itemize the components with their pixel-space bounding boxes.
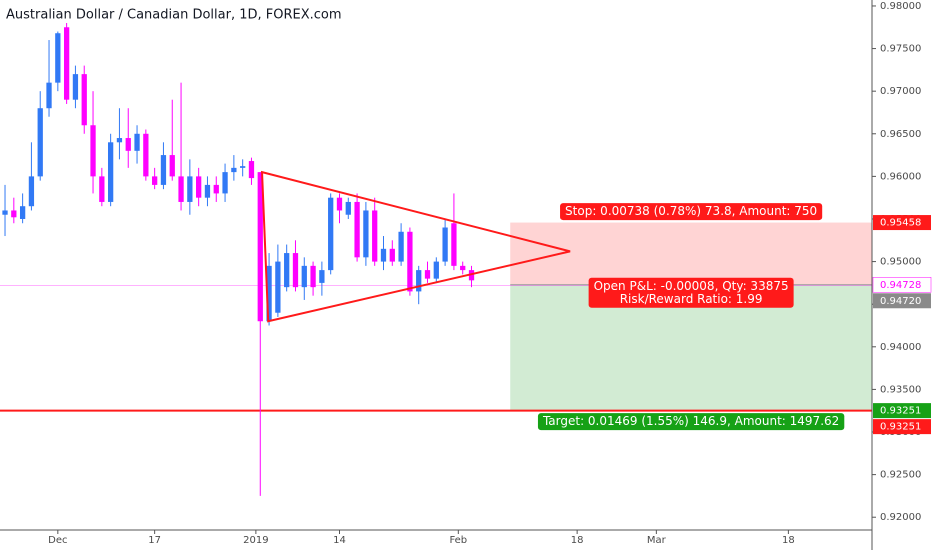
x-tick-label: 17: [148, 535, 161, 546]
candle-body: [187, 176, 193, 202]
candle-body: [196, 176, 202, 198]
triangle-drawing: [260, 170, 571, 323]
y-tick-label: 0.92500: [880, 470, 921, 481]
pnl-label: Open P&L: -0.00008, Qty: 33875Risk/Rewar…: [588, 277, 794, 308]
y-tick-label: 0.95000: [880, 257, 921, 268]
price-badge: [872, 277, 932, 293]
candle-body: [442, 227, 448, 262]
candle-body: [389, 248, 395, 262]
candle-body: [63, 27, 70, 100]
candle-body: [28, 176, 35, 207]
candle-body: [301, 265, 307, 288]
candle-body: [46, 82, 52, 109]
candle-body: [99, 176, 105, 202]
price-badge: [873, 215, 931, 231]
candle-body: [372, 210, 378, 262]
y-tick-label: 0.96000: [880, 171, 921, 182]
candle-body: [257, 172, 263, 322]
candle-body: [345, 201, 351, 215]
candle-body: [380, 248, 387, 262]
pnl-label-text: Open P&L: -0.00008, Qty: 33875: [594, 279, 789, 293]
candle-body: [354, 201, 360, 258]
candle-body: [292, 253, 299, 288]
candle-body: [468, 270, 475, 281]
candle-body: [11, 210, 17, 218]
candle-body: [2, 210, 8, 215]
candle-body: [231, 167, 237, 173]
candle-body: [424, 270, 431, 279]
stop-label-box: [560, 203, 823, 221]
candle-body: [222, 172, 228, 194]
candle-body: [398, 231, 404, 262]
x-tick-label: 18: [782, 535, 795, 546]
candle-body: [72, 74, 79, 100]
y-tick-label: 0.98000: [880, 1, 921, 12]
stop-label: Stop: 0.00738 (0.78%) 73.8, Amount: 750: [560, 203, 823, 221]
stop-zone: [510, 222, 872, 285]
candle-body: [107, 142, 114, 202]
y-tick-label: 0.92000: [880, 512, 921, 523]
candle-body: [319, 270, 325, 283]
target-label-text: Target: 0.01469 (1.55%) 146.9, Amount: 1…: [542, 414, 839, 428]
candle-body: [363, 210, 369, 258]
candle-body: [240, 166, 246, 168]
candle-body: [178, 176, 184, 202]
price-badge: [873, 403, 931, 419]
candle-body: [328, 197, 334, 271]
price-badge: [873, 419, 931, 435]
candle-body: [125, 138, 131, 151]
x-tick-label: 14: [333, 535, 346, 546]
candle-body: [248, 161, 255, 179]
candle-body: [90, 125, 96, 177]
x-tick-label: 18: [571, 535, 584, 546]
candle-body: [451, 223, 457, 266]
target-label: Target: 0.01469 (1.55%) 146.9, Amount: 1…: [537, 413, 845, 431]
candle-body: [169, 155, 175, 177]
x-tick-label: Mar: [647, 535, 667, 546]
y-tick-label: 0.97500: [880, 44, 921, 55]
candle-body: [460, 265, 466, 271]
candle-body: [284, 253, 290, 288]
candle-body: [19, 206, 26, 219]
price-badge-label: 0.93251: [880, 406, 921, 417]
price-badge-label: 0.94720: [880, 296, 921, 307]
candle-body: [416, 270, 422, 292]
candle-body: [55, 33, 61, 83]
candle-body: [275, 261, 281, 313]
candle-body: [81, 74, 87, 126]
candle-body: [213, 184, 219, 194]
y-tick-label: 0.94000: [880, 342, 921, 353]
x-tick-label: Feb: [449, 535, 467, 546]
x-tick-label: Dec: [48, 535, 67, 546]
price-badge-label: 0.94728: [880, 280, 921, 291]
candle-body: [310, 265, 316, 288]
candle-body: [433, 261, 439, 279]
x-tick-label: 2019: [243, 535, 268, 546]
pnl-label-box: [588, 277, 794, 308]
price-badge-label: 0.93251: [880, 422, 921, 433]
candle-body: [116, 138, 123, 143]
candle-body: [336, 197, 343, 211]
stop-label-text: Stop: 0.00738 (0.78%) 73.8, Amount: 750: [565, 204, 817, 218]
candle-body: [134, 133, 140, 151]
chart-title: Australian Dollar / Canadian Dollar, 1D,…: [6, 8, 342, 23]
candle-body: [152, 176, 158, 185]
plot: Stop: 0.00738 (0.78%) 73.8, Amount: 750 O…: [0, 23, 872, 496]
target-label-box: [537, 413, 845, 431]
candle-body: [143, 133, 149, 177]
y-tick-label: 0.97000: [880, 86, 921, 97]
price-badge-label: 0.95458: [880, 218, 921, 229]
price-badge: [873, 293, 931, 309]
candle-body: [204, 184, 211, 198]
candle-body: [266, 265, 272, 322]
candle-body: [160, 155, 167, 185]
y-tick-label: 0.96500: [880, 129, 921, 140]
candle-body: [407, 231, 413, 292]
pnl-label-text: Risk/Reward Ratio: 1.99: [620, 292, 763, 306]
candle-body: [37, 108, 43, 177]
y-tick-label: 0.93500: [880, 384, 921, 395]
